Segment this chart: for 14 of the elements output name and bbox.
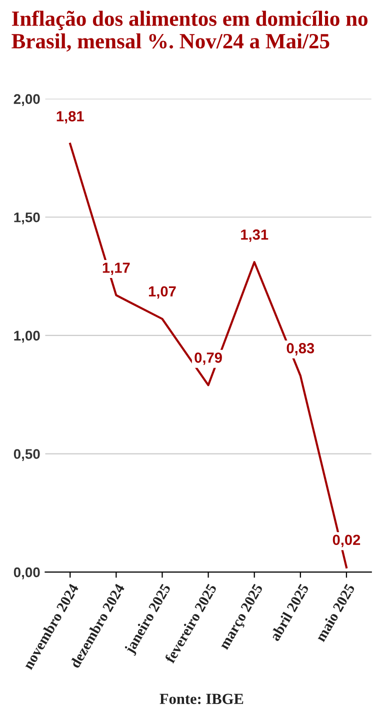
data-label: 0,83 (286, 343, 314, 356)
data-label: 1,07 (148, 286, 176, 299)
y-tick-label: 0,50 (14, 449, 40, 461)
data-label: 0,02 (332, 534, 360, 548)
y-tick-label: 1,00 (14, 330, 40, 343)
y-tick-label: 0,00 (14, 567, 40, 580)
y-tick-label: 2,00 (14, 94, 40, 106)
source-note: Fonte: IBGE (160, 694, 244, 704)
data-label: 1,31 (241, 229, 268, 242)
data-label: 0,79 (194, 352, 222, 365)
data-label: 1,17 (102, 262, 130, 276)
chart-title: Inflação dos alimentos em domicílio no Brasil, mensal %. Nov/24 a Mai/25 (12, 10, 368, 52)
y-tick-label: 1,50 (14, 212, 40, 224)
data-label: 1,81 (56, 111, 84, 124)
